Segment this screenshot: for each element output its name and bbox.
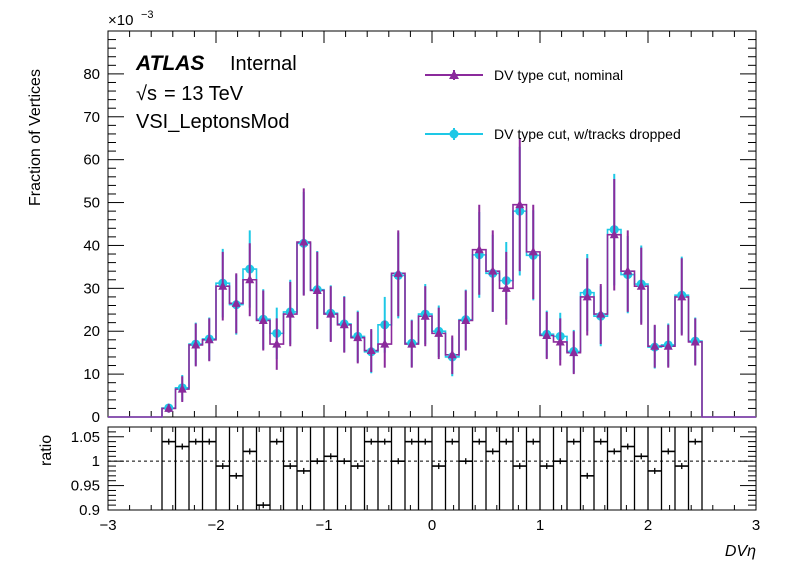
- nominal-point: [420, 311, 430, 320]
- nominal-point: [501, 283, 511, 292]
- nominal-point: [218, 281, 228, 290]
- ratio-histogram: [161, 427, 703, 510]
- atlas-label: ATLAS: [135, 52, 204, 75]
- nominal-point: [434, 328, 444, 337]
- nominal-point: [636, 281, 646, 290]
- legend-item-nominal: DV type cut, nominal: [425, 67, 623, 83]
- nominal-point: [366, 345, 376, 355]
- main-y-tick-label: 70: [83, 109, 100, 126]
- nominal-point: [488, 266, 498, 275]
- nominal-point: [407, 339, 417, 348]
- legend-nominal-marker: [449, 70, 459, 79]
- nominal-point: [461, 315, 471, 324]
- legend-nominal-label: DV type cut, nominal: [494, 67, 623, 83]
- nominal-point: [258, 315, 268, 324]
- legend-item-dropped: DV type cut, w/tracks dropped: [425, 126, 681, 142]
- ratio-x-tick-label: −2: [207, 517, 224, 534]
- nominal-point: [299, 237, 309, 246]
- y-axis-title: Fraction of Vertices: [27, 69, 44, 206]
- nominal-point: [569, 347, 579, 357]
- ratio-axis-ticks: −3 −2 −1 0 1 2 3 0.9 0.95 1 1.05: [71, 426, 760, 534]
- ratio-y-tick-label: 0.95: [71, 478, 100, 495]
- nominal-point: [609, 229, 619, 239]
- nominal-point: [555, 336, 565, 346]
- dropped-step-line: [108, 210, 756, 418]
- ratio-x-tick-label: 1: [536, 517, 544, 534]
- ratio-y-tick-label: 1: [92, 453, 100, 470]
- nominal-point: [650, 341, 660, 350]
- nominal-point: [312, 285, 322, 294]
- nominal-point: [231, 298, 241, 307]
- legend-dropped-marker: [449, 129, 459, 139]
- nominal-point: [528, 246, 538, 256]
- main-axis-ticks: 0 10 20 30 40 50 60 70 80: [83, 30, 757, 426]
- main-y-tick-label: 0: [92, 409, 100, 426]
- nominal-point: [447, 349, 457, 359]
- nominal-point: [272, 339, 282, 348]
- nominal-point: [177, 384, 187, 393]
- legend-dropped-label: DV type cut, w/tracks dropped: [494, 126, 681, 142]
- nominal-point: [326, 309, 336, 318]
- main-y-tick-label: 50: [83, 195, 100, 212]
- nominal-point: [596, 309, 606, 318]
- ratio-x-tick-label: 2: [644, 517, 652, 534]
- nominal-point: [245, 274, 255, 284]
- main-y-tick-label: 10: [83, 366, 100, 383]
- nominal-point: [393, 268, 403, 277]
- selection-label: VSI_LeptonsMod: [136, 111, 289, 133]
- nominal-point: [690, 336, 700, 346]
- nominal-point: [380, 339, 390, 348]
- nominal-point: [663, 341, 673, 350]
- nominal-point: [542, 330, 552, 340]
- y-exponent-label: ×10: [108, 12, 133, 29]
- x-axis-title: DVη: [725, 543, 756, 560]
- internal-label: Internal: [230, 53, 297, 75]
- nominal-point: [677, 291, 687, 301]
- nominal-point: [339, 319, 349, 329]
- nominal-point: [474, 244, 484, 254]
- nominal-point: [623, 266, 633, 275]
- ratio-y-tick-label: 1.05: [71, 429, 100, 446]
- ratio-x-tick-label: 0: [428, 517, 436, 534]
- nominal-step-line: [108, 203, 756, 418]
- main-y-tick-label: 80: [83, 66, 100, 83]
- nominal-point: [285, 309, 295, 318]
- ratio-x-tick-label: 3: [752, 517, 760, 534]
- energy-label: = 13 TeV: [164, 83, 244, 105]
- nominal-point: [164, 403, 174, 412]
- main-y-tick-label: 30: [83, 280, 100, 297]
- ratio-x-tick-label: −1: [315, 517, 332, 534]
- main-y-tick-label: 20: [83, 323, 100, 340]
- main-histograms: [108, 138, 756, 418]
- main-y-tick-label: 40: [83, 237, 100, 254]
- nominal-point: [515, 199, 525, 209]
- nominal-point: [353, 332, 363, 342]
- ratio-x-tick-label: −3: [99, 517, 116, 534]
- nominal-point: [191, 339, 201, 349]
- y-exponent-power: −3: [141, 9, 154, 21]
- legend: DV type cut, nominal DV type cut, w/trac…: [425, 67, 681, 142]
- ratio-y-axis-title: ratio: [38, 435, 55, 466]
- ratio-y-tick-label: 0.9: [79, 502, 100, 519]
- nominal-point: [582, 291, 592, 301]
- energy-sqrt-label: √s: [136, 83, 157, 105]
- nominal-point: [204, 334, 214, 344]
- main-y-tick-label: 60: [83, 152, 100, 169]
